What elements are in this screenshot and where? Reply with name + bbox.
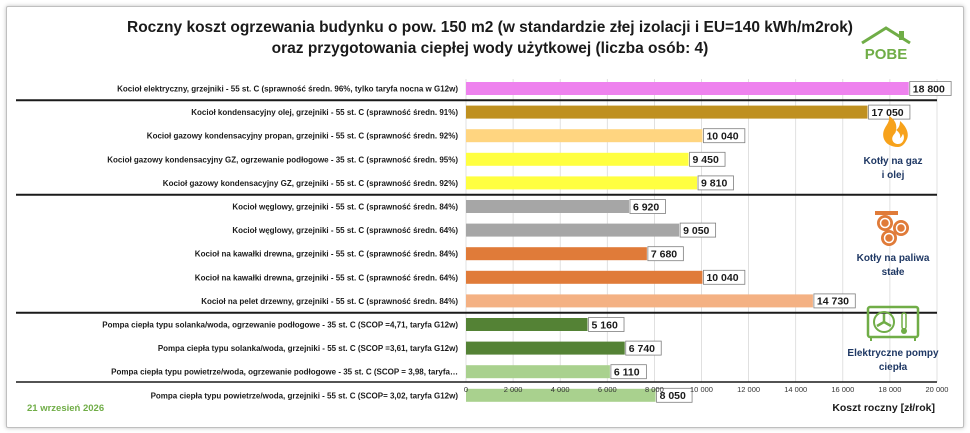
title-line-1: Roczny koszt ogrzewania budynku o pow. 1… <box>127 19 853 36</box>
x-tick-label: 10 000 <box>690 385 713 394</box>
value-labels: 18 800 17 050 10 040 9 450 9 810 6 920 9 050 7 … <box>588 81 952 403</box>
category-label: Kocioł na pelet drzewny, grzejniki - 55 … <box>201 297 458 306</box>
x-axis-title: Koszt roczny [zł/rok] <box>832 402 935 414</box>
group-label-solid-fuel-line-2: stałe <box>882 267 905 278</box>
title-line-2: oraz przygotowania ciepłej wody użytkowe… <box>271 40 709 57</box>
bar <box>466 341 625 355</box>
category-label: Kocioł gazowy kondensacyjny GZ, ogrzewan… <box>107 155 458 164</box>
value-label: 9 050 <box>683 225 709 237</box>
bar <box>466 200 629 213</box>
value-label: 6 920 <box>633 201 659 213</box>
bar <box>466 223 680 237</box>
value-label-box <box>610 364 647 380</box>
category-labels: Kocioł elektryczny, grzejniki - 55 st. C… <box>102 85 458 401</box>
category-label: Kocioł węglowy, grzejniki - 55 st. C (sp… <box>232 203 458 212</box>
bar <box>466 270 703 284</box>
logo-chimney <box>899 31 904 40</box>
value-label-box <box>679 222 717 238</box>
value-label-box <box>703 128 746 144</box>
value-label-box <box>588 317 625 332</box>
value-label: 17 050 <box>872 107 904 119</box>
x-tick-label: 18 000 <box>878 385 901 394</box>
x-tick-label: 16 000 <box>831 385 854 394</box>
group-label-heat-pump-line-2: ciepła <box>879 362 908 373</box>
group-label-solid-fuel-line-1: Kotły na paliwa <box>857 253 930 264</box>
category-label: Pompa ciepła typu powietrze/woda, grzejn… <box>151 391 459 400</box>
category-label: Kocioł kondensacyjny olej, grzejniki - 5… <box>191 108 458 117</box>
bar <box>466 82 909 95</box>
bar <box>466 176 698 190</box>
group-label-gas-oil-line-1: Kotły na gaz <box>864 156 923 167</box>
pobe-logo: POBE <box>861 26 911 63</box>
category-label: Pompa ciepła typu solanka/woda, grzejnik… <box>158 344 459 353</box>
value-label: 14 730 <box>817 296 849 308</box>
chart-title: Roczny koszt ogrzewania budynku o pow. 1… <box>80 17 900 59</box>
value-label: 9 810 <box>701 178 727 190</box>
bar <box>466 152 689 166</box>
category-label: Kocioł gazowy kondensacyjny propan, grze… <box>147 132 459 141</box>
x-tick-label: 14 000 <box>784 385 807 394</box>
value-label-box <box>703 269 746 285</box>
value-label-box <box>697 175 734 191</box>
x-tick-label: 12 000 <box>737 385 760 394</box>
x-tick-label: 20 000 <box>926 385 949 394</box>
value-label: 5 160 <box>592 319 618 331</box>
bar <box>466 365 610 379</box>
value-label: 18 800 <box>913 83 945 95</box>
flame-icon <box>883 116 908 147</box>
value-label-box <box>647 246 684 262</box>
chart-frame <box>6 6 964 428</box>
category-label: Kocioł na kawałki drewna, grzejniki - 55… <box>195 250 459 259</box>
heat-pump-icon <box>866 305 920 341</box>
x-tick-label: 2 000 <box>504 385 523 394</box>
value-label-box <box>625 340 662 356</box>
category-label: Kocioł gazowy kondensacyjny GZ, grzejnik… <box>163 179 459 188</box>
x-tick-label: 6 000 <box>598 385 617 394</box>
value-label: 7 680 <box>651 249 677 261</box>
value-label-box <box>689 151 726 167</box>
value-label-box <box>656 387 693 403</box>
value-label-box <box>813 293 856 309</box>
value-label-box <box>629 199 666 214</box>
x-tick-label: 0 <box>464 385 468 394</box>
category-label: Kocioł elektryczny, grzejniki - 55 st. C… <box>117 85 458 94</box>
value-label: 10 040 <box>706 272 738 284</box>
date-label: 21 wrzesień 2026 <box>27 403 104 414</box>
firewood-logs-icon <box>875 211 909 246</box>
value-label: 8 050 <box>660 390 686 402</box>
value-label: 10 040 <box>706 131 738 143</box>
value-label: 6 740 <box>629 343 655 355</box>
logo-text: POBE <box>865 46 908 63</box>
bar <box>466 318 588 331</box>
value-label: 6 110 <box>614 367 640 379</box>
group-label-gas-oil-line-2: i olej <box>882 170 905 181</box>
category-label: Kocioł na kawałki drewna, grzejniki - 55… <box>195 273 459 282</box>
x-tick-label: 8 000 <box>645 385 664 394</box>
category-label: Pompa ciepła typu powietrze/woda, ogrzew… <box>111 368 458 377</box>
group-label-heat-pump-line-1: Elektryczne pompy <box>847 348 939 359</box>
category-label: Pompa ciepła typu solanka/woda, ogrzewan… <box>102 321 458 330</box>
group-separators <box>16 99 937 383</box>
bar <box>466 388 656 402</box>
bar <box>466 105 868 119</box>
bar <box>466 247 647 261</box>
bar <box>466 294 813 308</box>
bars <box>466 82 909 402</box>
value-label-box <box>909 81 952 96</box>
category-label: Kocioł węglowy, grzejniki - 55 st. C (sp… <box>232 226 458 235</box>
bar <box>466 129 703 143</box>
value-label: 9 450 <box>693 154 719 166</box>
x-tick-labels: 0 2 000 4 000 6 000 8 000 10 000 12 000 14 000 1… <box>464 385 949 394</box>
x-tick-label: 4 000 <box>551 385 570 394</box>
